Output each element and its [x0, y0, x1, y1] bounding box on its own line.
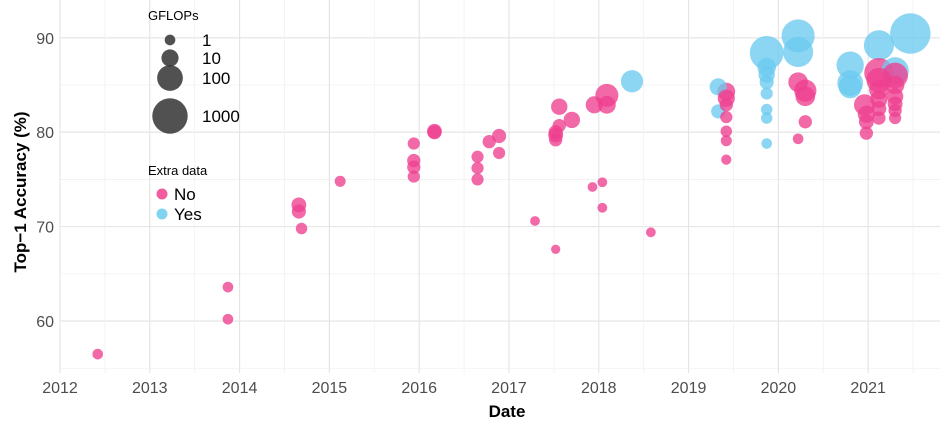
data-point-no-extra-data: [597, 95, 616, 114]
size-legend-key: [161, 49, 179, 67]
data-point-extra-data: [838, 75, 862, 99]
data-point-no-extra-data: [720, 135, 732, 147]
y-tick-label: 60: [36, 314, 54, 331]
color-legend-label: Yes: [174, 205, 202, 224]
data-point-no-extra-data: [471, 150, 484, 163]
data-point-no-extra-data: [792, 133, 804, 145]
data-point-no-extra-data: [471, 173, 484, 186]
data-point-extra-data: [783, 36, 814, 67]
data-point-no-extra-data: [798, 115, 812, 129]
data-point-no-extra-data: [92, 348, 104, 360]
x-tick-labels: 2012 2013 2014 2015 2016 2017 2018 2019 2020 2021: [42, 380, 886, 397]
data-point-no-extra-data: [552, 118, 566, 133]
y-tick-labels: 60 70 80 90: [36, 31, 54, 331]
data-point-no-extra-data: [871, 101, 887, 117]
data-point-no-extra-data: [597, 177, 608, 188]
x-tick-label: 2015: [312, 380, 348, 397]
data-point-no-extra-data: [597, 202, 608, 213]
size-legend-key: [164, 34, 176, 46]
x-tick-label: 2019: [671, 380, 707, 397]
x-axis-title: Date: [489, 402, 526, 421]
data-point-no-extra-data: [291, 204, 306, 219]
points-layer: [92, 13, 931, 360]
size-legend-title: GFLOPs: [148, 8, 199, 23]
x-tick-label: 2018: [581, 380, 617, 397]
x-tick-label: 2012: [42, 380, 78, 397]
data-point-no-extra-data: [585, 96, 603, 114]
data-point-no-extra-data: [587, 182, 598, 192]
data-point-no-extra-data: [795, 86, 816, 107]
data-point-no-extra-data: [407, 137, 420, 150]
data-point-no-extra-data: [859, 126, 874, 140]
data-point-extra-data: [760, 112, 773, 124]
data-point-no-extra-data: [407, 160, 421, 174]
data-point-extra-data: [761, 138, 773, 149]
x-tick-label: 2020: [761, 380, 797, 397]
size-legend-label: 100: [202, 69, 230, 88]
data-point-no-extra-data: [719, 98, 733, 112]
data-point-no-extra-data: [493, 146, 506, 160]
data-point-no-extra-data: [407, 170, 420, 183]
data-point-extra-data: [620, 70, 644, 93]
data-point-no-extra-data: [872, 111, 886, 125]
data-point-no-extra-data: [492, 128, 507, 144]
color-legend-key: [156, 208, 168, 220]
x-tick-label: 2021: [850, 380, 886, 397]
data-point-no-extra-data: [549, 133, 563, 147]
x-tick-label: 2014: [222, 380, 258, 397]
x-tick-label: 2017: [491, 380, 527, 397]
x-tick-label: 2013: [132, 380, 168, 397]
data-point-no-extra-data: [721, 154, 732, 165]
data-point-no-extra-data: [295, 222, 308, 235]
color-legend-label: No: [174, 185, 196, 204]
data-point-no-extra-data: [334, 175, 346, 187]
data-point-no-extra-data: [720, 125, 733, 138]
color-legend-key: [156, 188, 168, 200]
size-legend-label: 1000: [202, 107, 240, 126]
x-tick-label: 2016: [401, 380, 437, 397]
data-point-no-extra-data: [858, 114, 874, 130]
y-axis-title: Top−1 Accuracy (%): [11, 111, 30, 272]
data-point-no-extra-data: [530, 216, 540, 226]
data-point-extra-data: [863, 30, 895, 61]
color-legend-title: Extra data: [148, 163, 208, 178]
size-legend-label: 10: [202, 49, 221, 68]
size-legend-key: [152, 98, 188, 134]
data-point-extra-data: [890, 13, 931, 54]
data-point-no-extra-data: [427, 125, 442, 140]
data-point-no-extra-data: [482, 134, 496, 149]
data-point-extra-data: [749, 35, 784, 70]
data-point-no-extra-data: [222, 313, 234, 325]
y-tick-label: 90: [36, 31, 54, 48]
data-point-no-extra-data: [222, 281, 234, 293]
data-point-extra-data: [759, 75, 774, 90]
y-tick-label: 70: [36, 220, 54, 237]
data-point-no-extra-data: [720, 110, 733, 124]
data-point-no-extra-data: [551, 244, 561, 254]
data-point-no-extra-data: [471, 161, 484, 175]
data-point-no-extra-data: [889, 111, 902, 125]
data-point-no-extra-data: [563, 111, 581, 129]
size-legend-label: 1: [202, 31, 211, 50]
y-tick-label: 80: [36, 125, 54, 142]
size-legend-key: [157, 65, 183, 91]
data-point-no-extra-data: [645, 227, 656, 238]
data-point-extra-data: [836, 51, 864, 79]
data-point-extra-data: [760, 103, 773, 116]
data-point-no-extra-data: [551, 98, 568, 115]
data-point-extra-data: [760, 87, 773, 100]
